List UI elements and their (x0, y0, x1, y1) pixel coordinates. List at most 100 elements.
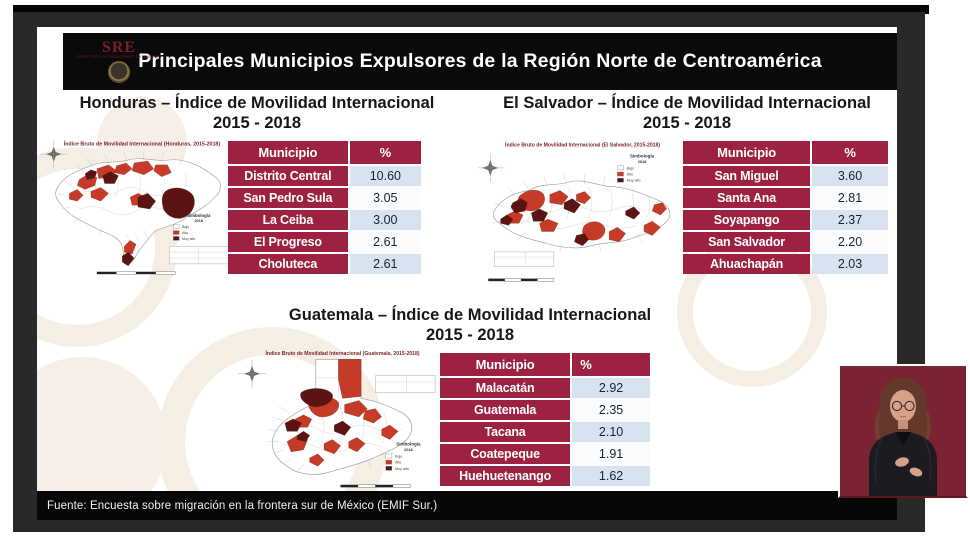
percent-cell: 2.61 (349, 254, 421, 274)
municipio-cell: Coatepeque (440, 444, 571, 464)
svg-text:Bajo: Bajo (182, 225, 189, 229)
label-leader-lines (268, 406, 395, 473)
very-high-index-municipalities (284, 388, 351, 442)
municipio-cell: Choluteca (228, 254, 348, 274)
presentation-slide: SRE SECRETARÍA DE RELACIONES EXTERIORES … (37, 27, 897, 520)
honduras-heading-years: 2015 - 2018 (212, 114, 302, 132)
map-stats-box (494, 251, 555, 267)
column-header-percent: % (812, 141, 888, 164)
municipio-cell: Ahuachapán (683, 254, 811, 274)
svg-text:Muy alto: Muy alto (182, 237, 195, 241)
svg-text:Bajo: Bajo (627, 166, 634, 170)
country-outline (271, 359, 413, 475)
percent-cell: 2.35 (572, 400, 650, 420)
compass-icon (40, 140, 68, 168)
mexico-seal-icon (108, 61, 130, 83)
guatemala-heading-line1: Guatemala – Índice de Movilidad Internac… (288, 306, 652, 324)
sre-logo: SRE SECRETARÍA DE RELACIONES EXTERIORES (71, 35, 167, 88)
percent-cell: 3.00 (349, 210, 421, 230)
svg-text:Simbología: Simbología (396, 442, 421, 447)
el-salvador-heading: El Salvador – Índice de Movilidad Intern… (477, 93, 897, 133)
percent-cell: 2.03 (812, 254, 888, 274)
municipio-cell: Soyapango (683, 210, 811, 230)
map-caption: Índice Bruto de Movilidad Internacional … (266, 349, 420, 357)
honduras-heading: Honduras – Índice de Movilidad Internaci… (37, 93, 477, 133)
guatemala-map: Índice Bruto de Movilidad Internacional … (237, 349, 436, 488)
municipio-cell: Distrito Central (228, 166, 348, 186)
label-leader-lines (57, 152, 197, 239)
svg-text:Muy alto: Muy alto (627, 179, 641, 183)
map-stats-box (169, 246, 231, 265)
column-header-percent: % (349, 141, 421, 164)
very-high-index-municipalities (84, 169, 195, 267)
svg-text:2018: 2018 (638, 159, 647, 164)
slide-header-bar: SRE SECRETARÍA DE RELACIONES EXTERIORES … (63, 33, 897, 90)
sre-logo-acronym: SRE (101, 39, 137, 56)
map-scale-bar (96, 271, 176, 275)
municipio-cell: San Miguel (683, 166, 811, 186)
map-stats-box (375, 375, 436, 393)
country-outline (55, 158, 221, 264)
column-header-municipio: Municipio (683, 141, 811, 164)
el-salvador-map: Índice Bruto de Movilidad Internacional … (478, 140, 671, 282)
map-legend: Simbología 2018 Bajo Alto Muy alto (385, 442, 421, 471)
svg-text:Simbología: Simbología (630, 154, 655, 159)
compass-icon (237, 359, 267, 389)
map-caption: Índice Bruto de Movilidad Internacional … (64, 139, 221, 147)
honduras-heading-line1: Honduras – Índice de Movilidad Internaci… (79, 94, 435, 112)
percent-cell: 2.20 (812, 232, 888, 252)
map-scale-bar (340, 484, 411, 488)
el-salvador-heading-line1: El Salvador – Índice de Movilidad Intern… (503, 94, 871, 112)
slide-footer-bar: Fuente: Encuesta sobre migración en la f… (37, 491, 897, 520)
percent-cell: 2.92 (572, 378, 650, 398)
map-legend: Simbología 2018 Bajo Alto Muy alto (173, 213, 211, 241)
municipio-cell: La Ceiba (228, 210, 348, 230)
source-text: Fuente: Encuesta sobre migración en la f… (47, 499, 438, 512)
municipio-cell: Malacatán (440, 378, 571, 398)
guatemala-heading-years: 2015 - 2018 (425, 326, 515, 344)
honduras-table: Municipio % Distrito Central 10.60 San P… (228, 141, 421, 274)
percent-cell: 2.61 (349, 232, 421, 252)
high-index-municipalities (286, 359, 399, 467)
label-leader-lines (492, 174, 643, 252)
window-top-strip (13, 5, 929, 14)
el-salvador-table: Municipio % San Miguel 3.60 Santa Ana 2.… (683, 141, 888, 274)
percent-cell: 3.05 (349, 188, 421, 208)
percent-cell: 3.60 (812, 166, 888, 186)
sign-language-interpreter-video (838, 364, 968, 498)
municipio-cell: Santa Ana (683, 188, 811, 208)
column-header-percent: % (572, 353, 650, 376)
municipio-cell: San Pedro Sula (228, 188, 348, 208)
percent-cell: 2.81 (812, 188, 888, 208)
percent-cell: 10.60 (349, 166, 421, 186)
svg-text:Alto: Alto (627, 173, 633, 177)
municipio-cell: San Salvador (683, 232, 811, 252)
percent-cell: 2.10 (572, 422, 650, 442)
svg-text:Bajo: Bajo (395, 455, 402, 459)
interpreter-person (869, 378, 937, 496)
svg-text:Simbología: Simbología (187, 213, 211, 218)
svg-text:Alto: Alto (395, 461, 401, 465)
guatemala-heading: Guatemala – Índice de Movilidad Internac… (240, 305, 700, 345)
municipio-cell: Tacana (440, 422, 571, 442)
page-title: Principales Municipios Expulsores de la … (138, 50, 822, 72)
svg-text:2018: 2018 (195, 219, 203, 223)
compass-icon (478, 153, 505, 183)
percent-cell: 1.62 (572, 466, 650, 486)
very-high-index-municipalities (500, 198, 641, 246)
svg-text:Alto: Alto (182, 231, 188, 235)
map-legend: Simbología 2018 Bajo Alto Muy alto (617, 154, 655, 183)
sre-logo-subtitle: SECRETARÍA DE RELACIONES EXTERIORES (76, 55, 162, 59)
municipio-cell: Guatemala (440, 400, 571, 420)
svg-text:Muy alto: Muy alto (395, 467, 409, 471)
percent-cell: 1.91 (572, 444, 650, 464)
honduras-map: Índice Bruto de Movilidad Internacional … (40, 139, 231, 275)
percent-cell: 2.37 (812, 210, 888, 230)
map-scale-bar (488, 278, 555, 282)
high-index-municipalities (506, 190, 667, 242)
el-salvador-heading-years: 2015 - 2018 (642, 114, 732, 132)
guatemala-table: Municipio % Malacatán 2.92 Guatemala 2.3… (440, 353, 650, 486)
svg-text:2018: 2018 (404, 447, 413, 452)
municipio-cell: Huehuetenango (440, 466, 571, 486)
